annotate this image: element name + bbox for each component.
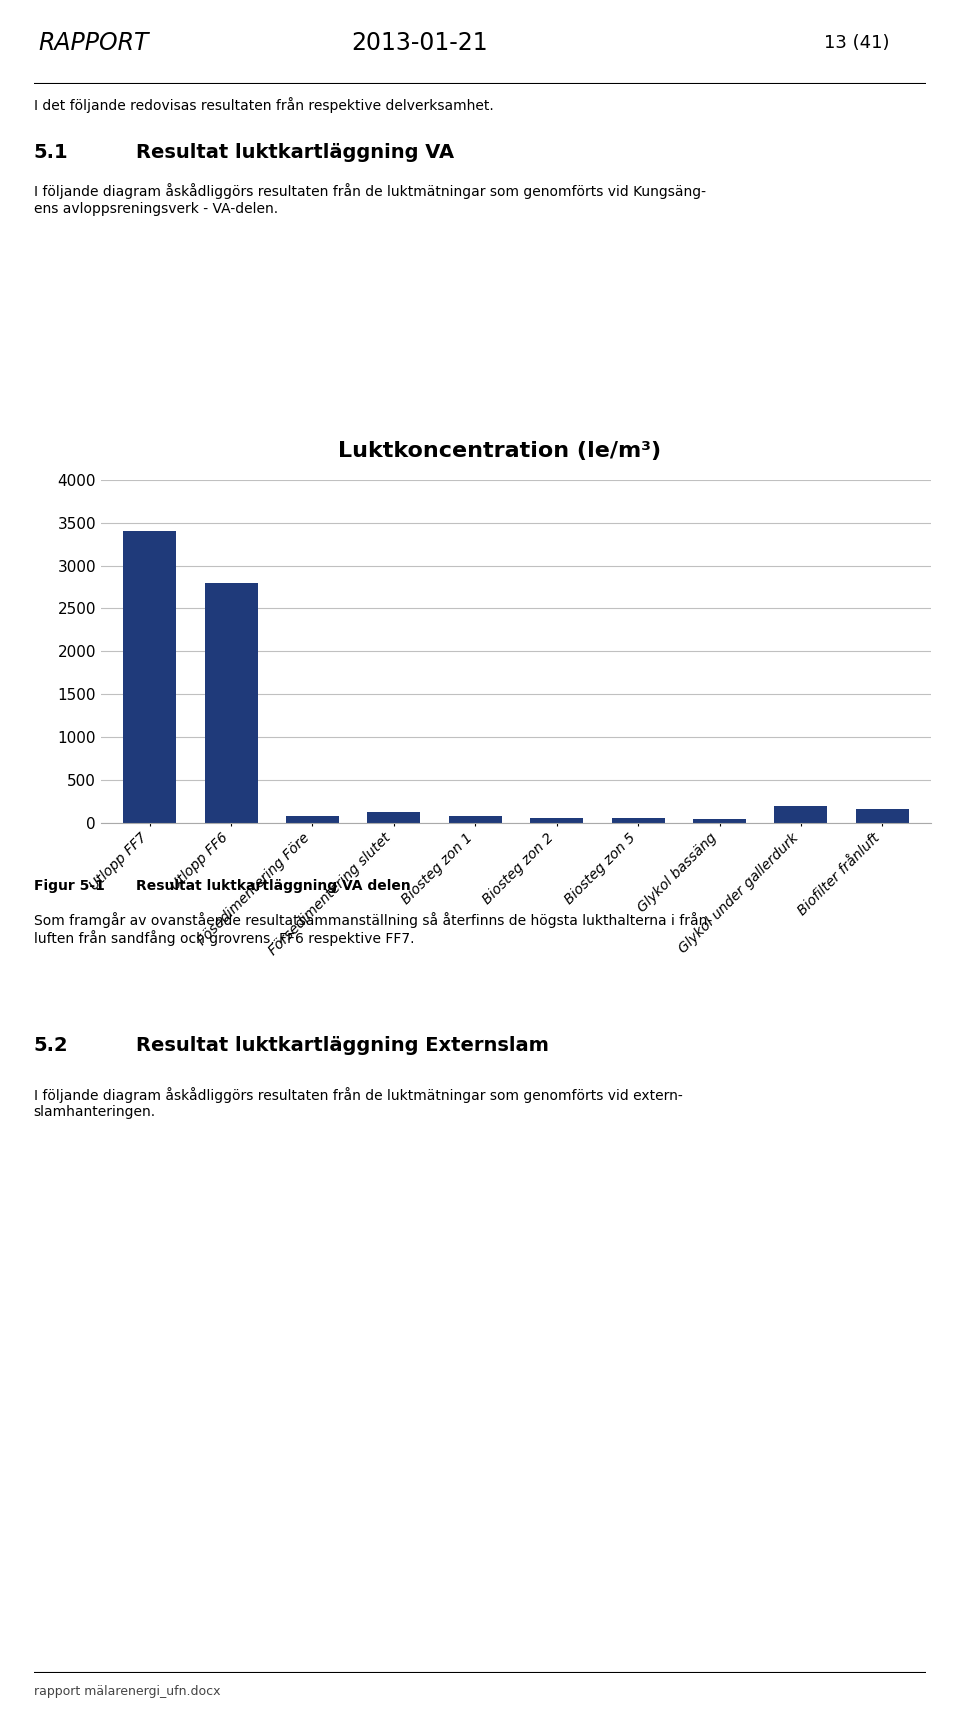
Text: 13 (41): 13 (41) [825,34,890,51]
Text: 2013-01-21: 2013-01-21 [351,31,489,55]
Text: Figur 5-1: Figur 5-1 [34,879,105,893]
Bar [856,809,909,823]
Bar [123,531,176,823]
Text: Som framgår av ovanstående resultatsammanställning så återfinns de högsta luktha: Som framgår av ovanstående resultatsamma… [34,912,712,946]
Text: I följande diagram åskådliggörs resultaten från de luktmätningar som genomförts : I följande diagram åskådliggörs resultat… [34,1087,683,1119]
Bar [449,816,502,823]
Text: I följande diagram åskådliggörs resultaten från de luktmätningar som genomförts : I följande diagram åskådliggörs resultat… [34,183,706,216]
Text: 5.1: 5.1 [34,142,68,163]
Text: Resultat luktkartläggning VA: Resultat luktkartläggning VA [136,142,454,163]
Text: Resultat luktkartläggning Externslam: Resultat luktkartläggning Externslam [136,1035,549,1056]
Bar [693,819,746,823]
Text: I det följande redovisas resultaten från respektive delverksamhet.: I det följande redovisas resultaten från… [34,96,493,113]
Text: Luktkoncentration (le/m³): Luktkoncentration (le/m³) [338,440,660,461]
Bar [775,806,828,823]
Text: Resultat luktkartläggning VA delen: Resultat luktkartläggning VA delen [136,879,411,893]
Bar [286,816,339,823]
Text: rapport mälarenergi_ufn.docx: rapport mälarenergi_ufn.docx [34,1685,220,1699]
Text: 5.2: 5.2 [34,1035,68,1056]
Text: RAPPORT: RAPPORT [38,31,149,55]
Bar [612,819,664,823]
Bar [530,818,583,823]
Bar [204,583,257,823]
Bar [368,812,420,823]
